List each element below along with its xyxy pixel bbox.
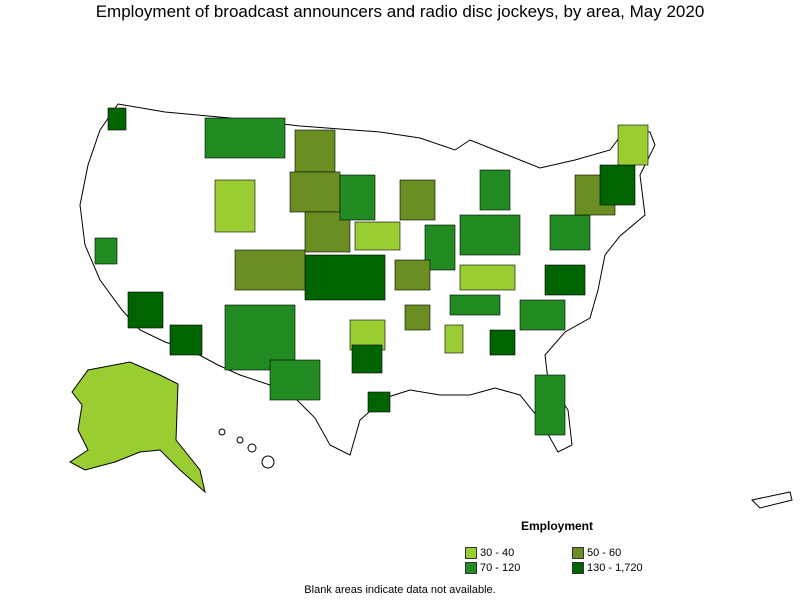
area-new-mexico xyxy=(224,304,296,371)
area-iowa xyxy=(354,221,401,251)
area-georgia xyxy=(489,329,516,356)
area-montana xyxy=(204,117,286,159)
area-north-dakota xyxy=(294,129,336,173)
area-michigan xyxy=(479,169,511,211)
legend-swatch-icon xyxy=(465,547,477,559)
area-minnesota xyxy=(339,174,376,221)
legend-item-30-40: 30 - 40 xyxy=(465,547,514,559)
area-wyoming xyxy=(214,179,256,233)
area-kentucky xyxy=(459,264,516,291)
area-kansas xyxy=(304,254,386,301)
employment-areas xyxy=(94,107,649,436)
area-colorado xyxy=(234,249,306,291)
area-wisconsin xyxy=(399,179,436,221)
area-pennsylvania xyxy=(549,214,591,251)
legend-item-50-60: 50 - 60 xyxy=(572,547,621,559)
legend-swatch-icon xyxy=(465,562,477,574)
area-phoenix xyxy=(169,324,203,356)
area-maine xyxy=(617,124,649,166)
legend-swatch-icon xyxy=(572,547,584,559)
alaska-outline xyxy=(69,361,206,494)
area-new-england xyxy=(599,164,636,206)
area-missouri xyxy=(394,259,431,291)
area-tennessee xyxy=(449,294,501,316)
area-alabama xyxy=(444,324,464,354)
area-los-angeles xyxy=(127,291,164,329)
legend-item-130-1720: 130 - 1,720 xyxy=(572,562,643,574)
legend-label: 70 - 120 xyxy=(480,562,521,574)
area-virginia xyxy=(544,264,586,296)
area-florida xyxy=(534,374,566,436)
legend-item-70-120: 70 - 120 xyxy=(465,562,520,574)
legend-label: 50 - 60 xyxy=(587,547,622,559)
area-indiana-ohio xyxy=(459,214,521,256)
hawaii-islands xyxy=(218,428,275,469)
area-houston xyxy=(367,391,391,413)
legend-label: 130 - 1,720 xyxy=(587,562,643,574)
legend-label: 30 - 40 xyxy=(480,547,515,559)
area-california-north xyxy=(94,237,118,265)
footnote: Blank areas indicate data not available. xyxy=(304,584,496,596)
area-west-texas xyxy=(269,359,321,401)
map-title: Employment of broadcast announcers and r… xyxy=(95,2,705,21)
area-seattle xyxy=(107,107,127,131)
area-arkansas xyxy=(404,304,431,331)
area-carolinas xyxy=(519,299,566,331)
area-south-dakota xyxy=(289,171,341,213)
legend-swatch-icon xyxy=(572,562,584,574)
legend-title: Employment xyxy=(521,519,594,533)
puerto-rico-outline xyxy=(750,491,793,509)
area-dallas xyxy=(351,344,383,374)
